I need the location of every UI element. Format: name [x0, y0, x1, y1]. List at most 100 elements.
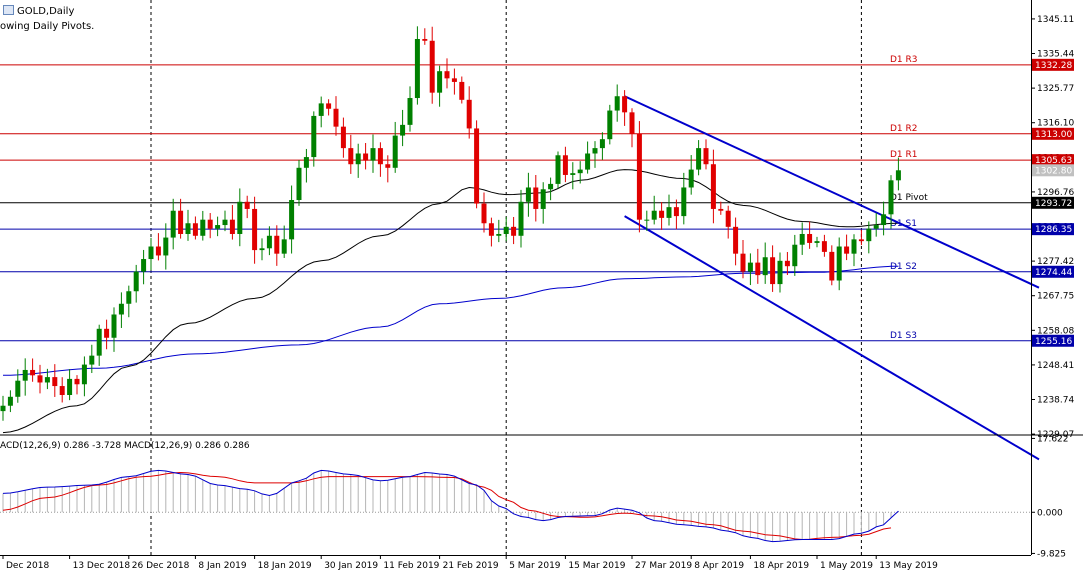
price-tick-label: 1345.11 — [1037, 15, 1074, 25]
bull-candle — [651, 210, 657, 220]
bull-candle — [585, 153, 591, 170]
bull-candle — [355, 153, 361, 165]
bear-candle — [733, 226, 739, 254]
bear-candle — [821, 241, 827, 252]
bull-candle — [895, 170, 901, 181]
bull-candle — [111, 314, 117, 338]
pivot-price-tag — [1032, 223, 1074, 236]
bull-candle — [303, 157, 309, 168]
bull-candle — [89, 355, 95, 365]
bull-candle — [518, 201, 524, 236]
price-tick-label: 1316.10 — [1037, 119, 1074, 129]
bear-candle — [333, 108, 339, 127]
chart-icon — [3, 5, 14, 15]
bull-candle — [185, 223, 191, 234]
pivot-price-tag-text: 1313.00 — [1035, 130, 1072, 140]
bear-candle — [622, 96, 628, 113]
time-tick-label: 1 May 2019 — [820, 561, 873, 571]
pivot-price-tag — [1032, 127, 1074, 140]
bear-candle — [244, 201, 250, 209]
bull-candle — [296, 167, 302, 200]
current-price-tag-text: 1302.80 — [1035, 166, 1072, 176]
price-tick-label: 1325.77 — [1037, 84, 1074, 94]
bull-candle — [548, 183, 554, 190]
bull-candle — [266, 235, 272, 249]
bull-candle — [392, 135, 398, 168]
bull-candle — [762, 257, 768, 276]
price-tick-label: 1277.42 — [1037, 257, 1074, 267]
bear-candle — [37, 375, 43, 383]
bull-candle — [688, 169, 694, 188]
bear-candle — [474, 128, 480, 204]
bull-candle — [281, 239, 287, 254]
bull-candle — [607, 110, 613, 140]
pivot-price-tag — [1032, 265, 1074, 278]
time-tick-label: 5 Mar 2019 — [509, 561, 561, 571]
bear-candle — [725, 210, 731, 227]
price-tick-label: 1229.07 — [1037, 430, 1074, 440]
bear-candle — [459, 81, 465, 100]
bull-candle — [437, 71, 443, 93]
macd-pane — [0, 469, 1031, 543]
bear-candle — [481, 203, 487, 224]
bull-candle — [577, 169, 583, 174]
bull-candle — [592, 148, 598, 154]
pivot-price-tag-text: 1274.44 — [1035, 268, 1072, 278]
pivot-price-tag-text: 1255.16 — [1035, 337, 1072, 347]
macd-label: ACD(12,26,9) 0.286 -3.728 MACD(12,26,9) … — [0, 441, 250, 451]
bull-candle — [888, 180, 894, 215]
price-tick-label: 1296.76 — [1037, 188, 1074, 198]
time-tick-label: 13 May 2019 — [879, 561, 938, 571]
indicator-note: owing Daily Pivots. — [0, 21, 94, 32]
bear-candle — [511, 226, 517, 236]
time-tick-label: 27 Mar 2019 — [635, 561, 692, 571]
bull-candle — [126, 291, 132, 304]
bear-candle — [629, 112, 635, 134]
pivot-price-tag — [1032, 58, 1074, 71]
time-tick-label: Dec 2018 — [6, 561, 49, 571]
price-tick-label: 1258.08 — [1037, 326, 1074, 336]
symbol-title-text: GOLD,Daily — [17, 6, 75, 17]
bull-candle — [599, 139, 605, 149]
bear-candle — [74, 378, 80, 385]
bear-candle — [155, 246, 161, 256]
bear-candle — [207, 219, 213, 229]
bear-candle — [488, 223, 494, 236]
bear-candle — [829, 251, 835, 281]
slow-moving-average — [2, 265, 899, 376]
channel-lower-line — [624, 215, 1040, 461]
current-price-tag — [1032, 164, 1074, 177]
fast-moving-average — [2, 169, 899, 434]
bear-candle — [444, 71, 450, 79]
bull-candle — [496, 233, 502, 236]
price-tick-label: 1335.44 — [1037, 50, 1074, 60]
bull-candle — [792, 244, 798, 267]
bear-candle — [385, 164, 391, 168]
bear-candle — [784, 260, 790, 267]
bear-candle — [104, 328, 110, 338]
bear-candle — [192, 223, 198, 236]
bull-candle — [370, 148, 376, 161]
bull-candle — [222, 219, 228, 226]
bull-candle — [866, 228, 872, 242]
macd-signal-line — [2, 471, 892, 541]
bear-candle — [770, 257, 776, 285]
bull-candle — [644, 219, 650, 221]
bear-candle — [274, 235, 280, 254]
macd-tick-label: 0.000 — [1037, 508, 1063, 518]
bull-candle — [15, 380, 21, 397]
time-tick-label: 26 Dec 2018 — [132, 561, 190, 571]
bull-candle — [400, 124, 406, 136]
bull-candle — [118, 303, 124, 315]
pivot-price-tag — [1032, 196, 1074, 209]
bull-candle — [200, 219, 206, 236]
bear-candle — [377, 148, 383, 165]
bull-candle — [814, 241, 820, 243]
pivot-label: D1 R2 — [890, 124, 918, 134]
bear-candle — [422, 38, 428, 41]
time-tick-label: 8 Jan 2019 — [198, 561, 246, 571]
bull-candle — [141, 259, 147, 272]
